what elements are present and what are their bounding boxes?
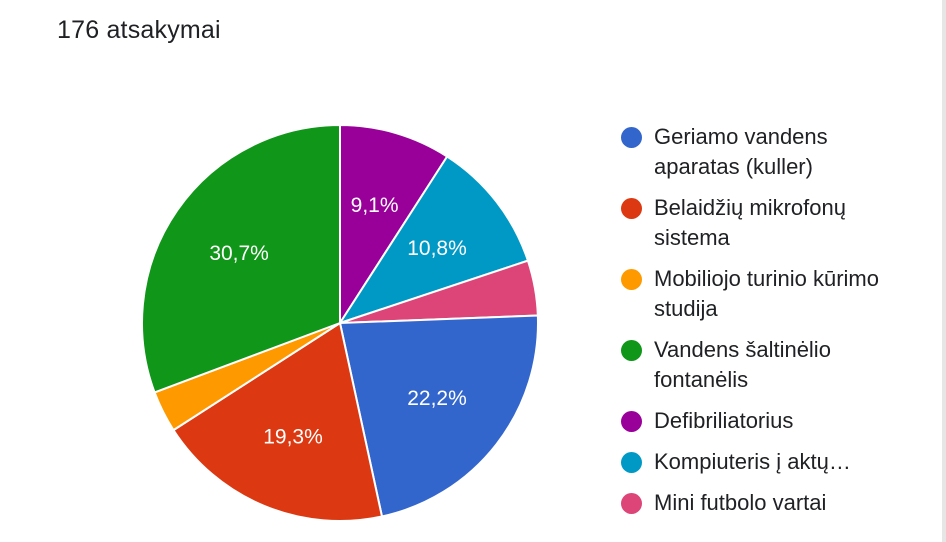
chart-legend: Geriamo vandens aparatas (kuller) Belaidž… [621, 122, 921, 529]
slice-label: 30,7% [209, 242, 269, 265]
pie-chart: 9,1% 10,8% 22,2% 19,3% 30,7% [141, 123, 539, 522]
legend-dot-icon [621, 411, 642, 432]
pie-slice [338, 314, 539, 518]
legend-item: Kompiuteris į aktų… [621, 447, 921, 477]
legend-dot-icon [621, 269, 642, 290]
legend-dot-icon [621, 493, 642, 514]
legend-label: Defibriliatorius [654, 408, 794, 433]
pie-slice [172, 321, 384, 522]
response-count: 176 atsakymai [57, 16, 221, 44]
legend-label: Belaidžių mikrofonų sistema [654, 195, 846, 250]
slice-label: 19,3% [263, 425, 323, 448]
legend-item: Vandens šaltinėlio fontanėlis [621, 335, 921, 395]
legend-item: Belaidžių mikrofonų sistema [621, 193, 921, 253]
legend-label: Mobiliojo turinio kūrimo studija [654, 266, 879, 321]
pie-slice [141, 123, 341, 394]
pie-slice [337, 155, 530, 325]
legend-label: Kompiuteris į aktų… [654, 449, 851, 474]
legend-item: Geriamo vandens aparatas (kuller) [621, 122, 921, 182]
slice-label: 10,8% [407, 237, 467, 260]
legend-label: Mini futbolo vartai [654, 490, 827, 515]
legend-label: Vandens šaltinėlio fontanėlis [654, 337, 831, 392]
legend-dot-icon [621, 452, 642, 473]
legend-dot-icon [621, 340, 642, 361]
legend-item: Mini futbolo vartai [621, 488, 921, 518]
legend-item: Mobiliojo turinio kūrimo studija [621, 264, 921, 324]
legend-dot-icon [621, 198, 642, 219]
slice-label: 9,1% [351, 194, 399, 217]
legend-dot-icon [621, 127, 642, 148]
pie-slice [339, 123, 449, 327]
slice-label: 22,2% [407, 387, 467, 410]
legend-label: Geriamo vandens aparatas (kuller) [654, 124, 828, 179]
legend-item: Defibriliatorius [621, 406, 921, 436]
